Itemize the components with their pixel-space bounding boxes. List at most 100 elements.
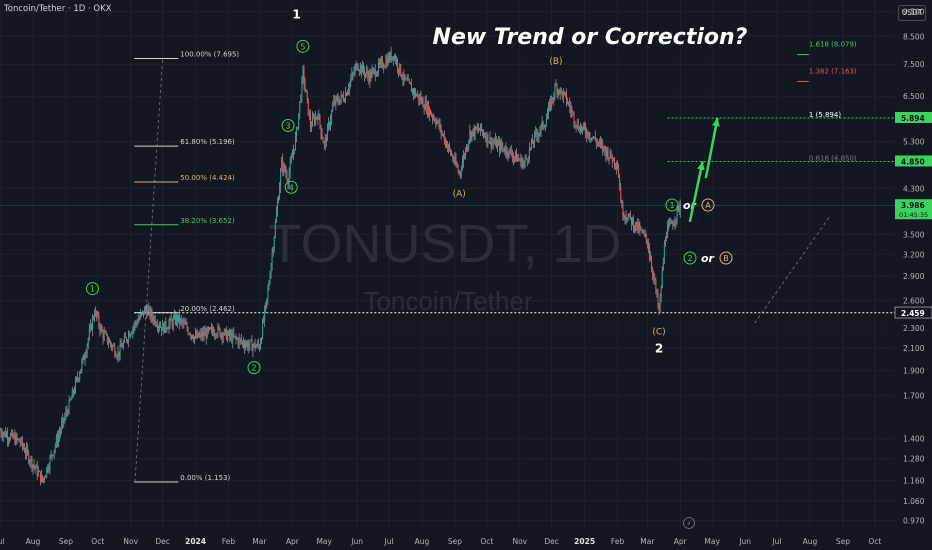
candle-body [212,327,214,332]
price-badge-label: 2.459 [901,309,925,318]
candle-body [483,131,485,136]
candle-body [209,327,211,329]
candle-body [340,94,342,100]
candle-body [428,109,430,116]
candle-body [637,222,639,230]
candle-body [119,344,121,356]
candle-body [609,150,611,158]
candle-body [116,356,118,358]
candle-body [171,320,173,327]
fib-ext-label: 0.618 (4.850) [809,154,857,162]
fib-trendline [134,58,164,483]
candle-body [195,334,197,337]
candle-body [205,331,207,339]
candle-body [225,329,227,340]
candle-body [272,249,274,254]
candle-body [475,126,477,130]
currency-button[interactable]: USDT [898,5,926,21]
candle-body [525,157,527,159]
candle-body [474,126,476,137]
price-axis[interactable]: 9.500 8.500 7.500 6.500 5.300 4.300 3.500 3.200… [895,0,932,550]
candle-body [460,169,462,172]
candle-body [289,162,291,173]
candle-body [630,217,632,225]
time-tick-label: Jul [384,537,394,546]
candle-body [192,338,194,341]
candle-body [181,318,183,321]
candle-body [135,322,137,323]
candle-body [551,97,553,109]
candle-body [9,439,11,441]
time-tick-label: Oct [480,537,493,546]
candle-body [285,171,287,175]
candle-body [665,237,667,239]
candle-body [245,344,247,348]
wave-label-green: 3 [286,121,291,130]
candle-body [271,253,273,265]
candle-body [284,165,286,172]
candle-body [148,307,150,310]
wave-label-white: 1 [292,7,300,21]
candle-body [35,465,37,469]
candle-body [491,142,493,147]
candle-body [74,380,76,392]
candle-body [1,434,3,437]
candle-body [466,148,468,150]
candle-body [102,331,104,339]
candle-body [93,317,95,319]
candle-body [349,82,351,90]
watermark: TONUSDT, 1D Toncoin/Tether [268,214,621,316]
candle-body [478,130,480,131]
candle-body [429,109,431,115]
price-tick-label: 4.300 [903,184,925,193]
candle-body [191,335,193,339]
candle-body [613,157,615,165]
candle-body [185,324,187,325]
candle-body [40,475,42,482]
candle-body [152,317,154,322]
candle-body [72,390,74,393]
candle-body [639,227,641,232]
candle-body [216,334,218,336]
price-tick-label: 8.500 [903,32,925,41]
candle-body [676,207,678,219]
candle-body [81,361,83,370]
candle-body [365,73,367,76]
candle-body [467,145,469,150]
candle-body [21,438,23,446]
candle-body [539,130,541,134]
candle-body [516,152,518,162]
candle-body [28,452,30,463]
candle-body [416,95,418,97]
candle-body [99,325,101,331]
candle-body [411,89,413,92]
candle-body [633,218,635,229]
candle-body [87,338,89,345]
candle-body [553,96,555,99]
candle-body [37,471,39,476]
candle-body [204,331,206,336]
candle-body [50,454,52,457]
candle-body [377,62,379,73]
candle-body [163,323,165,333]
candle-body [156,325,158,328]
price-tick-label: 3.200 [903,250,925,259]
candle-body [368,75,370,82]
candle-body [663,244,665,262]
candle-body [251,340,253,351]
time-axis[interactable]: Jul Aug Sep Oct Nov Dec 2024 Feb Mar Apr May Jun Jul… [0,530,932,550]
price-tick-label: 2.300 [903,324,925,333]
candle-body [321,134,323,139]
candle-body [187,329,189,334]
candle-body [107,342,109,344]
candle-body [44,477,46,479]
candle-body [342,96,344,101]
candle-body [290,157,292,163]
candle-body [266,298,268,303]
candle-body [279,186,281,200]
candle-body [130,333,132,337]
candle-body [571,111,573,112]
candle-body [405,78,407,80]
